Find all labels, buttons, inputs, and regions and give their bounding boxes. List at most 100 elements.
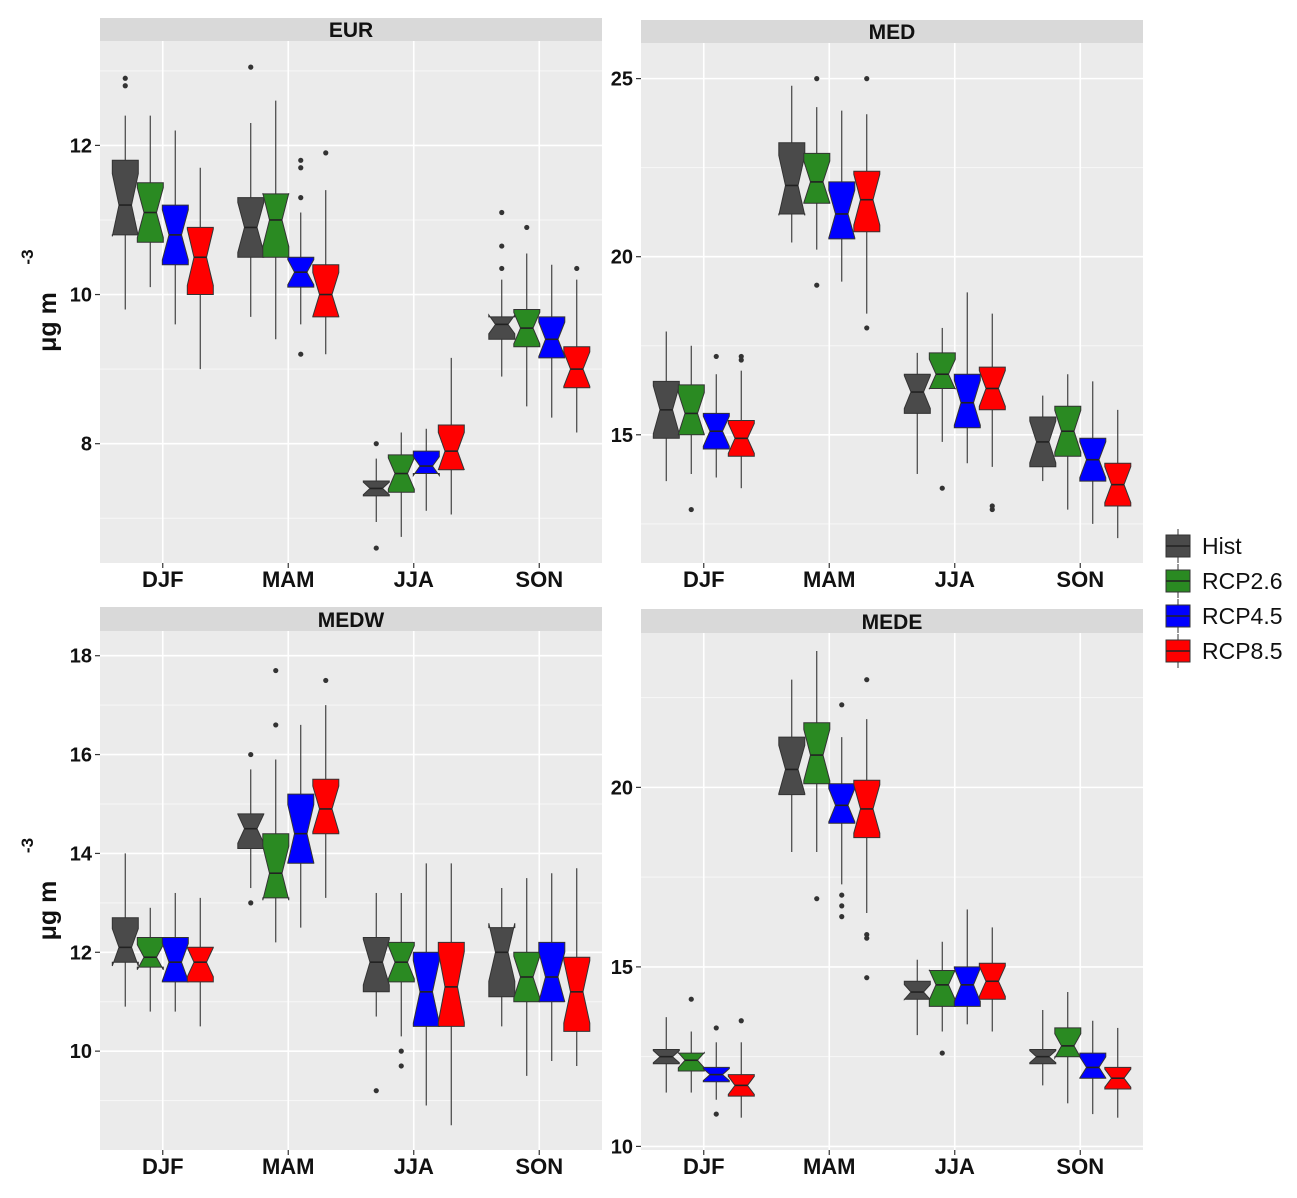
y-tick-label: 10 [70, 1041, 92, 1063]
box-body [412, 450, 440, 478]
box-medw-jja-hist [362, 892, 390, 1094]
outlier-point [713, 1025, 719, 1031]
box-eur-jja-rcp45 [412, 428, 440, 511]
outlier-point [122, 75, 128, 81]
panel-med: 15 20 25 MED DJF MAM JJA SON [611, 20, 1143, 592]
y-tick-label: 10 [70, 285, 92, 307]
outlier-point [864, 931, 870, 938]
legend-item-rcp45: RCP4.5 [1165, 599, 1283, 633]
outlier-point [373, 1088, 379, 1094]
outlier-point [839, 702, 845, 708]
outlier-point [398, 1048, 404, 1054]
outlier-point [738, 357, 744, 363]
outlier-point [273, 722, 279, 728]
box-eur-djf-rcp85 [186, 167, 214, 370]
box-eur-jja-rcp85 [437, 357, 465, 515]
box-eur-son-rcp45 [538, 264, 566, 418]
outlier-point [738, 1018, 744, 1024]
outlier-point [298, 351, 304, 357]
panel-medw: 10 12 14 16 18 MEDW DJF MAM JJA SON μg m -3 [18, 607, 602, 1179]
box-body [928, 352, 956, 390]
box-med-djf-hist [652, 331, 680, 482]
box-mede-son-rcp45 [1079, 1020, 1107, 1115]
outlier-point [713, 353, 719, 360]
legend: Hist RCP2.6 RCP4.5 RCP8.5 [1158, 526, 1283, 670]
box-body [287, 793, 315, 864]
box-med-mam-rcp45 [828, 110, 856, 282]
x-tick-label: SON [515, 1154, 563, 1179]
box-med-mam-rcp85 [853, 76, 881, 331]
box-med-son-rcp45 [1079, 381, 1107, 524]
box-mede-son-rcp85 [1104, 1027, 1132, 1118]
box-body [677, 1051, 705, 1072]
outlier-point [989, 506, 995, 513]
box-med-son-rcp26 [1054, 374, 1082, 510]
box-body [437, 941, 465, 1027]
plot-background [641, 633, 1143, 1150]
box-medw-mam-rcp85 [312, 677, 340, 898]
outlier-point [298, 157, 304, 163]
x-tick-label: DJF [683, 567, 725, 592]
outlier-point [814, 282, 820, 288]
box-eur-djf-rcp45 [161, 130, 189, 325]
outlier-point [499, 265, 505, 272]
box-eur-jja-hist [362, 441, 390, 551]
box-body [312, 264, 340, 318]
box-med-son-hist [1029, 395, 1057, 482]
outlier-point [939, 485, 945, 491]
x-tick-label: JJA [394, 567, 434, 592]
panel-title: MED [869, 21, 916, 44]
x-tick-label: DJF [142, 1154, 184, 1179]
box-body [853, 170, 881, 233]
legend-item-rcp85: RCP8.5 [1165, 634, 1283, 668]
box-body [953, 373, 981, 429]
panel-title: MEDE [862, 611, 923, 634]
y-tick-label: 12 [70, 942, 92, 964]
box-body [538, 316, 566, 359]
outlier-point [373, 545, 379, 551]
box-medw-son-rcp45 [538, 873, 566, 1062]
outlier-point [524, 224, 530, 231]
panel-eur: 8 10 12 EUR DJF MAM JJA SON μg m -3 [18, 18, 602, 592]
outlier-point [373, 441, 379, 447]
box-body [778, 736, 806, 796]
box-eur-son-rcp26 [513, 224, 541, 407]
x-tick-label: MAM [262, 1154, 315, 1179]
x-tick-label: DJF [683, 1154, 725, 1179]
box-body [803, 152, 831, 204]
legend-label: RCP2.6 [1202, 568, 1283, 594]
y-tick-label: 18 [70, 646, 92, 668]
x-tick-label: MAM [803, 1154, 856, 1179]
y-tick-label: 14 [70, 843, 93, 865]
box-medw-jja-rcp85 [437, 863, 465, 1126]
box-medw-djf-hist [111, 853, 139, 1007]
outlier-point [839, 903, 845, 909]
y-tick-label: 10 [611, 1136, 633, 1158]
box-body [563, 346, 591, 389]
outlier-point [864, 76, 870, 82]
y-tick-label: 15 [611, 957, 633, 979]
y-axis-label: μg m [34, 881, 62, 941]
outlier-point [864, 325, 870, 331]
box-body [186, 226, 214, 295]
box-mede-son-hist [1029, 1009, 1057, 1086]
outlier-point [273, 667, 279, 674]
outlier-point [248, 900, 254, 906]
y-tick-label: 15 [611, 425, 633, 447]
box-mede-djf-hist [652, 1017, 680, 1093]
x-tick-label: JJA [394, 1154, 434, 1179]
panel-mede: 10 15 20 MEDE DJF MAM JJA SON [611, 609, 1143, 1179]
box-med-jja-rcp45 [953, 292, 981, 464]
box-medw-son-rcp85 [563, 868, 591, 1066]
box-mede-jja-rcp85 [978, 927, 1006, 1032]
x-tick-label: JJA [935, 567, 975, 592]
box-body [111, 917, 139, 967]
x-tick-label: SON [1056, 567, 1104, 592]
box-mede-mam-hist [778, 679, 806, 853]
outlier-point [814, 896, 820, 902]
box-body [1079, 1052, 1107, 1079]
box-body [437, 424, 465, 471]
box-med-son-rcp85 [1104, 409, 1132, 539]
outlier-point [248, 751, 254, 758]
outlier-point [864, 975, 870, 981]
